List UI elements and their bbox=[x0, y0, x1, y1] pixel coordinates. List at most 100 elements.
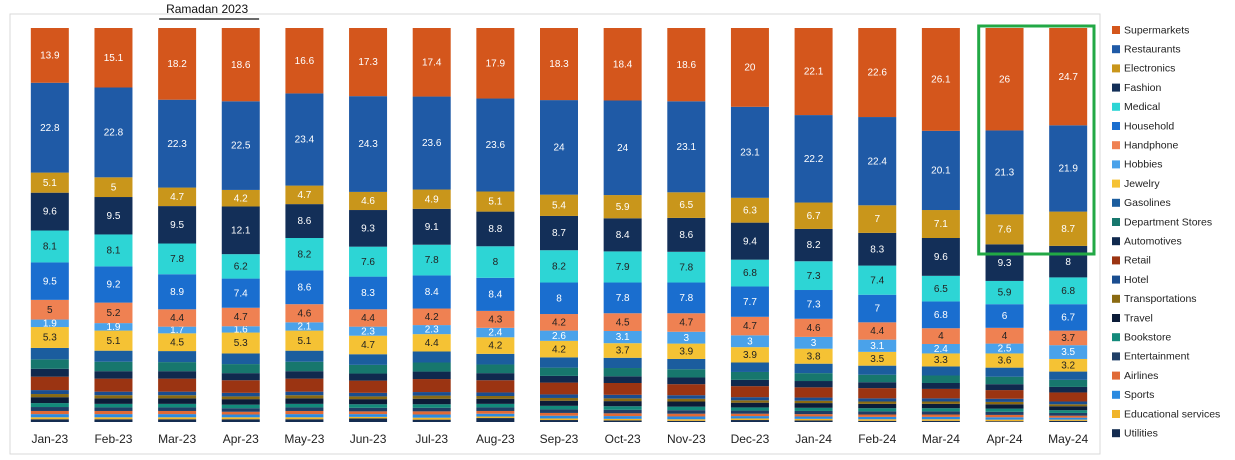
bar-segment bbox=[667, 410, 706, 414]
bar-segment bbox=[921, 343, 960, 354]
segment-label: 3.5 bbox=[870, 354, 884, 365]
segment-label: 18.6 bbox=[677, 60, 697, 71]
legend-label: Entertainment bbox=[1124, 351, 1189, 363]
segment-label: 8.6 bbox=[297, 216, 311, 227]
bar-segment bbox=[285, 403, 324, 408]
bar-segment bbox=[1049, 419, 1088, 421]
bar-segment bbox=[985, 411, 1024, 415]
bar-segment bbox=[412, 275, 451, 309]
bar-segment bbox=[1049, 404, 1088, 407]
bar-segment bbox=[1049, 304, 1088, 331]
segment-label: 3.6 bbox=[998, 356, 1012, 367]
bar-segment bbox=[667, 419, 706, 421]
segment-label: 4.2 bbox=[552, 344, 566, 355]
bar-segment bbox=[412, 411, 451, 415]
legend-swatch bbox=[1112, 371, 1120, 380]
bar-segment bbox=[667, 358, 706, 370]
bar-segment bbox=[1049, 125, 1088, 212]
bar-segment bbox=[349, 404, 388, 408]
bar-segment bbox=[540, 375, 578, 383]
bar-segment bbox=[285, 238, 324, 271]
bar-segment bbox=[158, 391, 197, 396]
segment-label: 8.1 bbox=[43, 242, 57, 253]
bar-segment bbox=[540, 330, 578, 341]
bar-segment bbox=[158, 187, 197, 207]
bar-segment bbox=[30, 376, 69, 391]
segment-label: 20 bbox=[744, 63, 756, 74]
bar-segment bbox=[476, 191, 515, 212]
bar-segment bbox=[985, 343, 1024, 354]
bar-segment bbox=[603, 313, 642, 331]
segment-label: 6.7 bbox=[807, 211, 821, 222]
bar-segment bbox=[221, 206, 260, 255]
segment-label: 4.7 bbox=[170, 192, 184, 203]
segment-label: 2.4 bbox=[934, 344, 948, 355]
bar-segment bbox=[985, 417, 1024, 420]
bar-segment bbox=[412, 395, 451, 399]
segment-label: 23.4 bbox=[295, 135, 315, 146]
bar-segment bbox=[30, 394, 69, 398]
bar-segment bbox=[221, 411, 260, 415]
bar-segment bbox=[794, 400, 833, 404]
bar-segment bbox=[603, 416, 642, 419]
bar-segment bbox=[221, 189, 260, 207]
bar-segment bbox=[603, 330, 642, 344]
segment-label: 17.3 bbox=[358, 57, 378, 68]
legend-swatch bbox=[1112, 160, 1120, 169]
segment-label: 3.7 bbox=[616, 346, 630, 357]
bar-segment bbox=[730, 386, 769, 398]
bar-segment bbox=[730, 286, 769, 317]
segment-label: 7.7 bbox=[743, 297, 757, 308]
bar-segment bbox=[285, 28, 324, 94]
bar-segment bbox=[794, 115, 833, 203]
bar-segment bbox=[158, 206, 197, 244]
bar-segment bbox=[94, 361, 133, 372]
segment-label: 5.1 bbox=[488, 197, 502, 208]
bar-segment bbox=[221, 364, 260, 374]
segment-label: 4.4 bbox=[361, 313, 375, 324]
bar-segment bbox=[985, 280, 1024, 305]
x-tick-label: Oct-23 bbox=[605, 432, 641, 446]
bar-segment bbox=[1049, 28, 1088, 126]
bar-segment bbox=[858, 403, 897, 409]
bar-segment bbox=[794, 261, 833, 291]
x-tick-label: May-23 bbox=[284, 432, 324, 446]
bar-segment bbox=[349, 411, 388, 415]
bar-segment bbox=[221, 417, 260, 420]
x-tick-label: Jan-24 bbox=[795, 432, 832, 446]
bar-segment bbox=[285, 419, 324, 422]
bar-segment bbox=[30, 397, 69, 404]
bar-segment bbox=[412, 407, 451, 412]
bar-segment bbox=[921, 301, 960, 329]
bar-segment bbox=[349, 246, 388, 277]
bar-segment bbox=[94, 323, 133, 331]
bar-segment bbox=[794, 407, 833, 411]
bar-segment bbox=[540, 397, 578, 401]
x-tick-label: Mar-23 bbox=[158, 432, 196, 446]
bar-segment bbox=[30, 417, 69, 420]
bar-segment bbox=[1049, 277, 1088, 305]
segment-label: 3.3 bbox=[934, 355, 948, 366]
bar-segment bbox=[603, 343, 642, 358]
bar-segment bbox=[349, 399, 388, 405]
bar-segment bbox=[476, 98, 515, 192]
bar-segment bbox=[603, 251, 642, 283]
bar-segment bbox=[349, 380, 388, 393]
bar-segment bbox=[285, 93, 324, 186]
bar-segment bbox=[794, 397, 833, 401]
bar-segment bbox=[858, 408, 897, 412]
bar-segment bbox=[794, 363, 833, 374]
bar-segment bbox=[540, 340, 578, 358]
bar-segment bbox=[285, 330, 324, 351]
bar-segment bbox=[412, 308, 451, 326]
bar-segment bbox=[94, 398, 133, 404]
segment-label: 5 bbox=[111, 182, 117, 193]
bar-segment bbox=[667, 398, 706, 402]
bar-segment bbox=[921, 238, 960, 276]
bar-segment bbox=[921, 130, 960, 211]
bar-segment bbox=[476, 211, 515, 247]
bar-segment bbox=[412, 208, 451, 245]
bar-segment bbox=[285, 398, 324, 404]
legend-label: Medical bbox=[1124, 101, 1160, 113]
segment-label: 4.7 bbox=[234, 312, 248, 323]
